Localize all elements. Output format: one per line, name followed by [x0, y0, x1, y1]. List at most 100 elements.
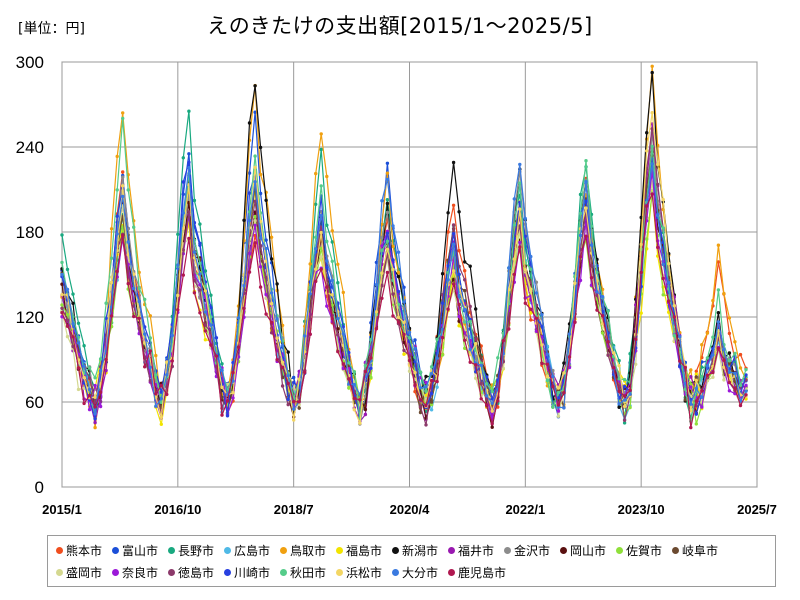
data-point — [93, 395, 97, 399]
data-point — [253, 165, 257, 170]
data-point — [645, 204, 649, 208]
data-point — [545, 352, 550, 357]
data-point — [490, 425, 494, 429]
data-point — [209, 323, 213, 327]
data-point — [451, 269, 456, 273]
data-point — [65, 324, 70, 328]
data-point — [369, 338, 373, 342]
data-point — [286, 381, 290, 386]
data-point — [413, 383, 417, 387]
data-point — [634, 362, 638, 366]
data-point — [562, 391, 566, 395]
data-point — [82, 364, 86, 368]
data-point — [352, 408, 356, 412]
legend-label: 奈良市 — [122, 565, 159, 580]
data-point — [336, 333, 340, 337]
data-point — [457, 324, 461, 328]
data-point — [391, 224, 395, 228]
legend-label: 熊本市 — [66, 543, 103, 558]
x-tick-label: 2020/4 — [390, 502, 431, 517]
data-point — [716, 311, 721, 315]
data-point — [711, 370, 715, 375]
legend-label: 盛岡市 — [66, 565, 103, 580]
data-point — [314, 279, 318, 284]
data-point — [98, 357, 103, 361]
data-point — [225, 399, 230, 403]
data-point — [595, 293, 599, 298]
data-point — [518, 207, 522, 211]
legend-swatch-icon — [168, 568, 175, 576]
data-point — [253, 219, 257, 223]
x-tick-label: 2022/1 — [505, 502, 545, 517]
legend-item: 岐阜市 — [672, 539, 728, 561]
legend-item: 浜松市 — [336, 561, 392, 583]
data-point — [236, 316, 241, 320]
data-point — [589, 224, 594, 228]
data-point — [501, 339, 505, 343]
data-point — [253, 223, 257, 227]
data-point — [424, 403, 428, 408]
data-point — [402, 300, 406, 304]
chart-title: えのきたけの支出額[2015/1～2025/5] — [207, 14, 593, 38]
data-point — [220, 385, 224, 390]
data-point — [694, 375, 698, 379]
axis-labels: 0 60 120 180 240 300 2015/1 2016/10 2018/7 2020/4… — [16, 53, 777, 517]
data-point — [269, 257, 274, 261]
legend-swatch-icon — [56, 546, 63, 554]
data-point — [413, 389, 417, 394]
data-point — [209, 293, 213, 297]
data-point — [523, 234, 527, 238]
data-point — [347, 350, 351, 355]
data-point — [247, 171, 252, 175]
data-point — [98, 404, 103, 409]
data-point — [137, 316, 141, 320]
legend-label: 富山市 — [122, 543, 159, 558]
data-point — [705, 356, 710, 360]
data-point — [132, 304, 136, 308]
data-point — [330, 229, 334, 233]
data-point — [672, 315, 676, 319]
data-point — [451, 232, 456, 236]
legend-label: 広島市 — [234, 543, 271, 558]
data-point — [711, 375, 715, 379]
legend-item: 広島市 — [224, 539, 280, 561]
data-point — [418, 386, 423, 390]
data-point — [496, 399, 500, 403]
data-point — [562, 361, 566, 365]
data-point — [661, 293, 665, 297]
data-point — [87, 376, 92, 380]
data-point — [380, 244, 384, 248]
data-point — [121, 116, 125, 121]
data-point — [661, 197, 665, 202]
data-point — [264, 312, 268, 316]
legend-label: 金沢市 — [514, 543, 551, 558]
data-point — [556, 390, 561, 395]
data-point — [154, 373, 158, 377]
data-point — [325, 223, 329, 227]
data-point — [358, 421, 362, 425]
data-point — [159, 415, 163, 420]
data-point — [711, 353, 715, 357]
y-tick-label: 300 — [16, 53, 44, 72]
data-point — [385, 171, 390, 175]
data-point — [518, 240, 522, 245]
data-point — [325, 304, 329, 308]
data-point — [534, 291, 539, 295]
data-point — [247, 191, 252, 195]
data-point — [380, 271, 384, 275]
data-point — [556, 396, 561, 400]
y-tick-label: 240 — [16, 138, 44, 157]
data-point — [203, 284, 208, 289]
data-point — [705, 373, 710, 378]
data-point — [435, 337, 439, 342]
data-point — [132, 272, 136, 276]
legend-swatch-icon — [224, 568, 231, 576]
data-point — [93, 405, 97, 409]
data-point — [678, 335, 682, 339]
data-point — [292, 400, 296, 404]
legend-label: 長野市 — [178, 543, 215, 558]
data-point — [661, 276, 665, 281]
data-point — [176, 263, 180, 267]
data-point — [474, 307, 478, 311]
data-point — [606, 353, 610, 357]
